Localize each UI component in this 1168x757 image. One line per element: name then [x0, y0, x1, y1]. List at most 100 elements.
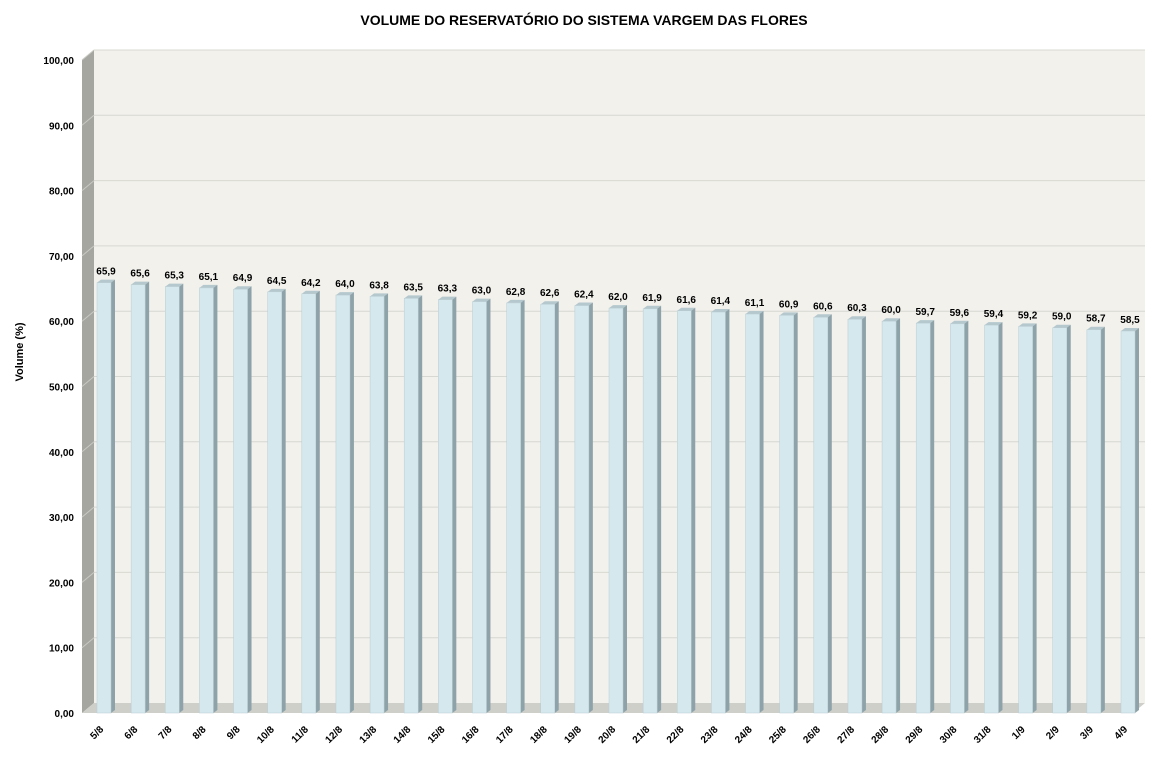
bar — [847, 318, 863, 714]
bar-top — [711, 309, 730, 313]
bar-side — [554, 301, 559, 713]
data-label: 65,9 — [96, 267, 116, 278]
data-label: 65,6 — [130, 269, 150, 280]
bar-side — [861, 316, 866, 713]
bar — [369, 296, 385, 714]
data-label: 62,0 — [608, 292, 628, 303]
x-tick-label: 27/8 — [836, 724, 858, 746]
x-tick-label: 6/8 — [123, 724, 141, 742]
bar-side — [1032, 323, 1037, 713]
bar-top — [97, 279, 115, 283]
data-label: 61,4 — [711, 296, 731, 307]
data-label: 65,1 — [199, 272, 219, 283]
bar-side — [384, 293, 389, 713]
x-tick-label: 25/8 — [767, 724, 789, 746]
bar — [301, 293, 317, 714]
bar-side — [145, 281, 150, 713]
bar — [915, 322, 931, 714]
bar-side — [179, 283, 184, 713]
data-label: 63,3 — [438, 284, 458, 295]
x-tick-label: 10/8 — [255, 724, 277, 746]
x-tick-label: 14/8 — [392, 724, 414, 746]
bar — [472, 301, 487, 714]
bar-top — [677, 307, 696, 311]
bar — [711, 311, 726, 714]
bar — [813, 317, 829, 714]
bar-top — [165, 283, 184, 287]
data-label: 64,0 — [335, 279, 355, 290]
bar — [335, 294, 351, 714]
data-label: 60,6 — [813, 301, 833, 312]
bar-side — [964, 320, 969, 713]
x-tick-label: 17/8 — [494, 724, 516, 746]
x-tick-label: 31/8 — [972, 724, 994, 746]
bar-top — [779, 312, 798, 316]
data-label: 62,6 — [540, 288, 560, 299]
bar-side — [930, 320, 935, 713]
data-label: 59,6 — [950, 308, 970, 319]
data-label: 64,5 — [267, 276, 287, 287]
bar — [96, 282, 112, 714]
bar — [574, 305, 590, 714]
bar-side — [1135, 327, 1139, 713]
x-tick-label: 21/8 — [631, 724, 653, 746]
data-label: 59,4 — [984, 309, 1004, 320]
y-tick-label: 20,00 — [49, 578, 74, 589]
chart-title: VOLUME DO RESERVATÓRIO DO SISTEMA VARGEM… — [360, 12, 808, 28]
bar — [779, 315, 794, 714]
bar — [881, 320, 897, 714]
bar-top — [813, 314, 832, 318]
data-label: 60,9 — [779, 299, 799, 310]
y-tick-label: 10,00 — [49, 644, 74, 655]
data-label: 65,3 — [165, 271, 185, 282]
bar-side — [281, 288, 286, 713]
bar — [1086, 329, 1102, 714]
bar-top — [574, 302, 593, 306]
x-tick-label: 20/8 — [597, 724, 619, 746]
data-label: 59,2 — [1018, 310, 1038, 321]
gridline-side — [81, 376, 95, 387]
x-tick-label: 7/8 — [157, 724, 175, 742]
x-tick-label: 13/8 — [358, 724, 380, 746]
bar-side — [657, 305, 662, 713]
bar — [984, 324, 999, 714]
bar — [403, 298, 419, 714]
x-tick-label: 4/9 — [1113, 724, 1131, 742]
data-label: 61,6 — [677, 295, 697, 306]
x-tick-label: 11/8 — [290, 724, 311, 745]
bar-top — [506, 299, 525, 303]
x-tick-label: 30/8 — [938, 724, 960, 746]
gridline-side — [81, 180, 95, 191]
data-label: 61,9 — [642, 293, 662, 304]
bar-side — [623, 305, 627, 713]
gridline-side — [81, 310, 95, 322]
data-label: 58,5 — [1120, 315, 1140, 326]
y-tick-label: 0,00 — [55, 709, 75, 720]
x-tick-label: 5/8 — [89, 724, 107, 742]
bar-side — [725, 309, 730, 713]
gridline-side — [81, 506, 95, 518]
gridline-side — [81, 637, 95, 649]
bar — [267, 291, 282, 714]
bar-top — [1121, 327, 1139, 331]
data-label: 63,5 — [403, 282, 423, 293]
x-tick-label: 9/8 — [225, 724, 243, 742]
data-label: 58,7 — [1086, 314, 1106, 325]
bar-top — [745, 311, 764, 315]
x-tick-label: 18/8 — [528, 724, 550, 746]
bar-top — [267, 288, 286, 292]
bar-side — [691, 307, 696, 713]
bar — [506, 302, 521, 714]
bar — [199, 287, 214, 714]
x-tick-label: 3/9 — [1078, 724, 1096, 742]
data-label: 64,9 — [233, 273, 253, 284]
bar-top — [1052, 324, 1071, 328]
x-tick-label: 12/8 — [324, 724, 346, 746]
bar — [608, 307, 624, 714]
bar — [540, 303, 555, 714]
bar-side — [588, 302, 593, 713]
y-tick-label: 50,00 — [49, 383, 74, 394]
bar-side — [247, 286, 252, 713]
